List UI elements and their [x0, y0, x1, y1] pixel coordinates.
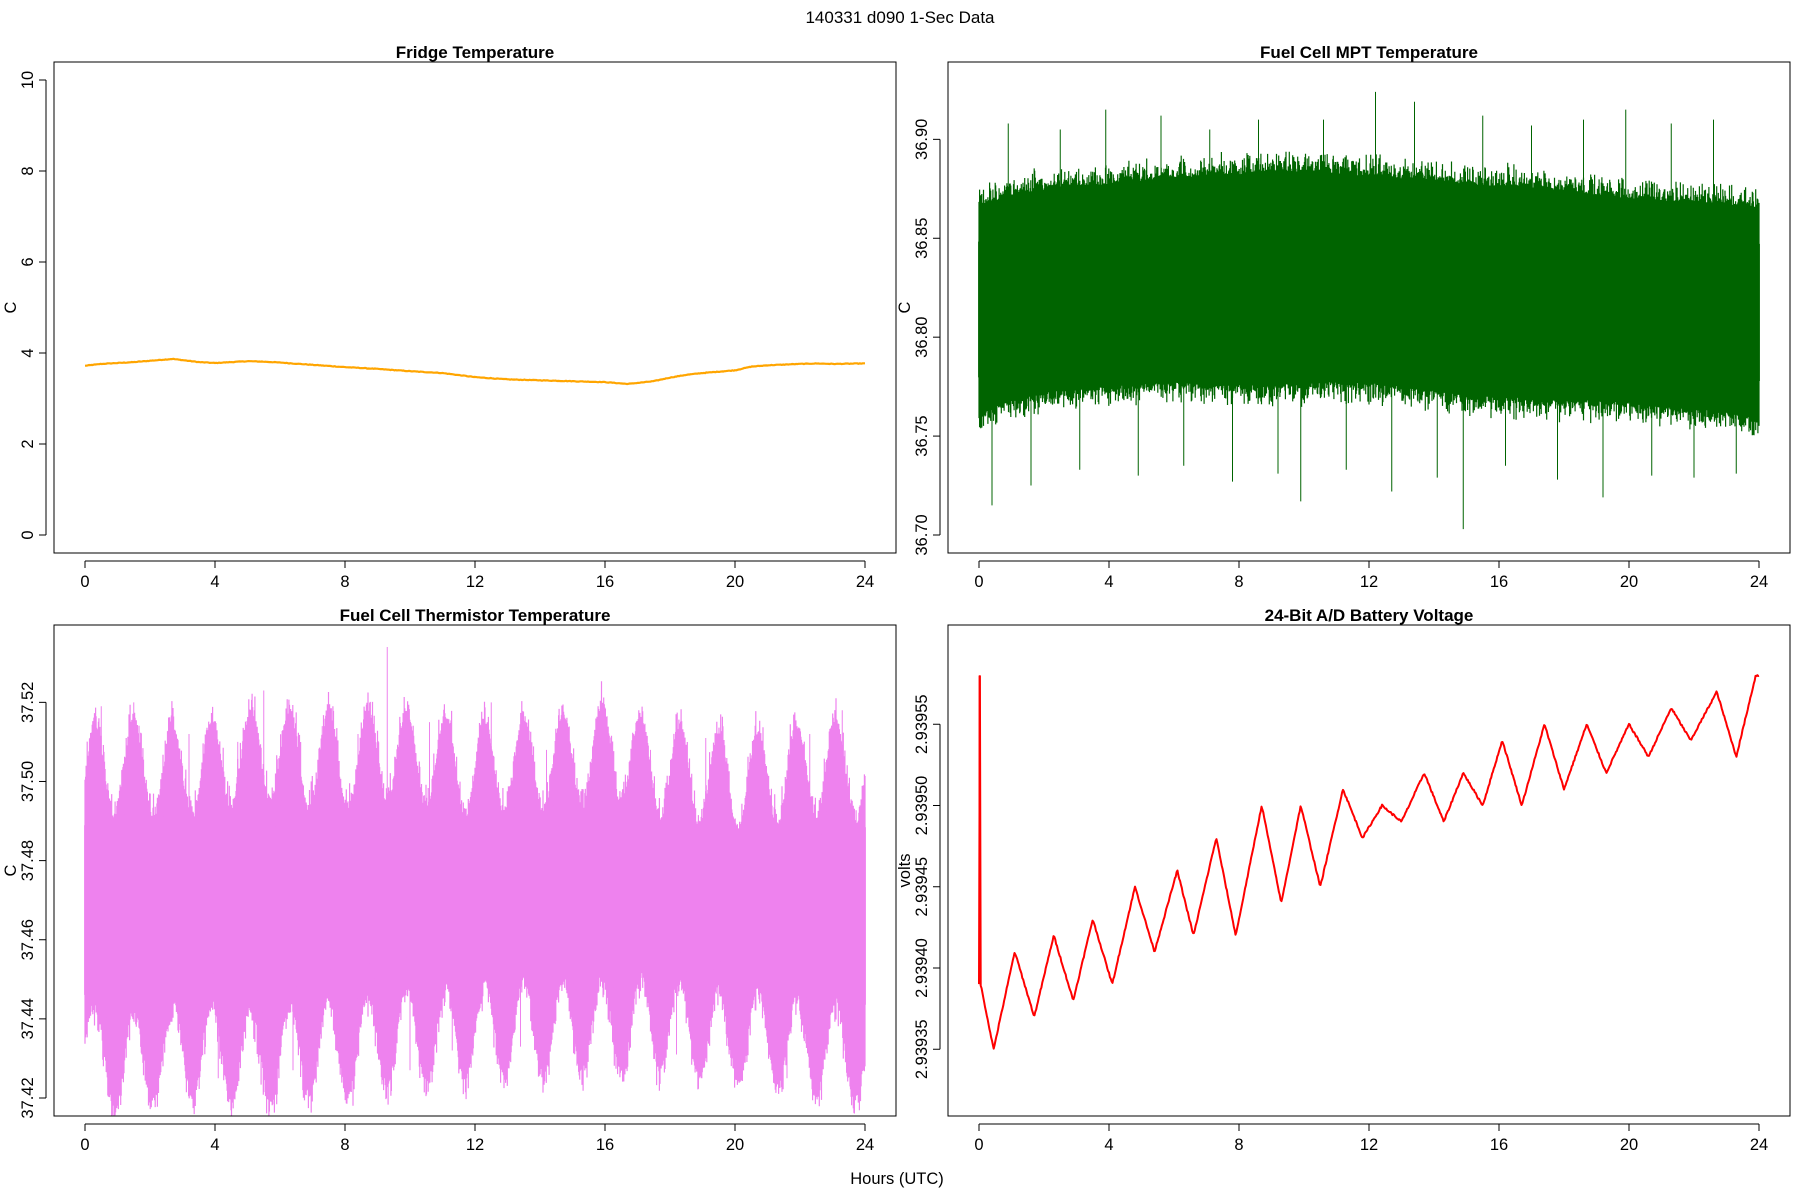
y-tick-label: 37.48 [19, 840, 37, 881]
x-tick-label: 8 [340, 1136, 349, 1154]
x-tick-label: 0 [974, 573, 983, 591]
x-tick-label: 8 [1234, 573, 1243, 591]
y-tick-label: 37.52 [19, 682, 37, 723]
plot-frame [53, 61, 897, 554]
x-tick-label: 24 [856, 573, 874, 591]
y-tick-label: 37.46 [19, 919, 37, 960]
x-tick-label: 4 [1104, 1136, 1113, 1154]
y-tick-label: 37.44 [19, 998, 37, 1039]
y-tick-label: 36.70 [913, 514, 931, 555]
x-tick-label: 20 [1620, 573, 1638, 591]
x-tick-label: 12 [1360, 573, 1378, 591]
x-tick-label: 0 [80, 573, 89, 591]
y-tick-label: 6 [19, 257, 37, 266]
plot-area [85, 357, 865, 386]
x-tick-label: 24 [1750, 573, 1768, 591]
y-tick-label: 2.93935 [913, 1019, 931, 1079]
x-tick-label: 4 [210, 573, 219, 591]
y-tick-label: 2 [19, 439, 37, 448]
y-tick-label: 0 [19, 530, 37, 539]
chart-title: Fuel Cell Thermistor Temperature [340, 606, 611, 625]
y-tick-label: 36.90 [913, 119, 931, 160]
x-tick-label: 4 [210, 1136, 219, 1154]
y-tick-label: 2.93940 [913, 938, 931, 998]
x-tick-label: 12 [466, 1136, 484, 1154]
y-tick-label: 2.93955 [913, 694, 931, 754]
y-tick-label: 8 [19, 166, 37, 175]
y-tick-label: 36.75 [913, 415, 931, 456]
plot-area [978, 91, 1760, 530]
plot-frame [947, 61, 1791, 554]
x-tick-label: 8 [1234, 1136, 1243, 1154]
y-axis-label: C [896, 301, 914, 313]
y-tick-label: 36.85 [913, 218, 931, 259]
x-tick-label: 4 [1104, 573, 1113, 591]
series-core-mpt_envelope [978, 207, 1760, 381]
plot-area [84, 646, 866, 1116]
y-axis-label: C [2, 301, 20, 313]
plot-frame [947, 624, 1791, 1117]
chart-panel-2: Fuel Cell MPT Temperature C 0 4 8 12 16 20 24 36.… [896, 43, 1791, 591]
plot-frame [53, 624, 897, 1117]
x-tick-label: 24 [1750, 1136, 1768, 1154]
x-tick-label: 20 [726, 1136, 744, 1154]
figure-suptitle: 140331 d090 1-Sec Data [805, 8, 995, 27]
x-tick-label: 8 [340, 573, 349, 591]
y-tick-label: 2.93950 [913, 776, 931, 836]
x-tick-label: 0 [80, 1136, 89, 1154]
chart-title: 24-Bit A/D Battery Voltage [1265, 606, 1474, 625]
series-line-battery_voltage [978, 674, 1760, 1050]
chart-title: Fuel Cell MPT Temperature [1260, 43, 1478, 62]
x-tick-label: 16 [1490, 1136, 1508, 1154]
x-tick-label: 16 [596, 573, 614, 591]
y-tick-label: 2.93945 [913, 857, 931, 917]
x-tick-label: 12 [466, 573, 484, 591]
y-tick-label: 37.50 [19, 761, 37, 802]
y-axis-label: C [2, 864, 20, 876]
x-tick-label: 20 [1620, 1136, 1638, 1154]
x-tick-label: 20 [726, 573, 744, 591]
x-tick-label: 0 [974, 1136, 983, 1154]
y-tick-label: 36.80 [913, 317, 931, 358]
chart-panel-4: 24-Bit A/D Battery Voltage volts 0 4 8 12 16 20… [896, 606, 1791, 1154]
x-tick-label: 16 [1490, 573, 1508, 591]
x-tick-label: 12 [1360, 1136, 1378, 1154]
series-line-fridge [85, 357, 865, 386]
y-tick-label: 4 [19, 348, 37, 357]
y-tick-label: 10 [19, 71, 37, 89]
x-tick-label: 24 [856, 1136, 874, 1154]
chart-panel-3: Fuel Cell Thermistor Temperature C 0 4 8 12 16… [2, 606, 897, 1154]
plot-area [978, 674, 1760, 1050]
x-tick-label: 16 [596, 1136, 614, 1154]
y-axis-label: volts [896, 854, 914, 888]
y-tick-label: 37.42 [19, 1077, 37, 1118]
chart-title: Fridge Temperature [396, 43, 554, 62]
figure-xlabel: Hours (UTC) [850, 1170, 944, 1188]
